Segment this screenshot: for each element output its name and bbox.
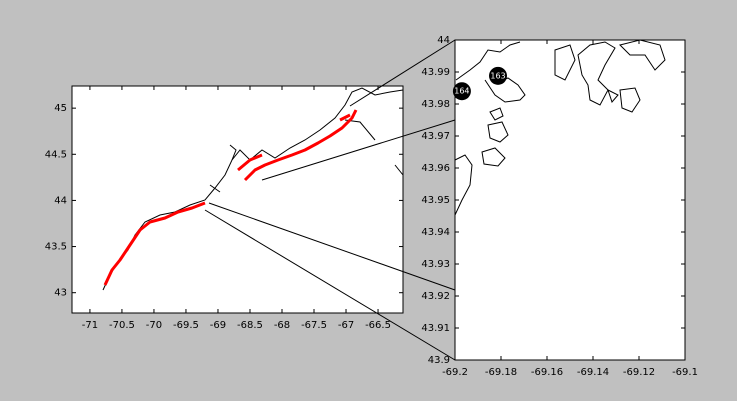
y-tick-label: 43.5 <box>45 242 67 253</box>
y-tick-label: 43.97 <box>421 131 450 142</box>
x-tick-label: -69.1 <box>672 367 698 378</box>
station-label: 163 <box>490 71 505 80</box>
y-tick-label: 45 <box>54 103 67 114</box>
x-tick-label: -69.14 <box>577 367 609 378</box>
y-tick-label: 43 <box>54 288 67 299</box>
x-tick-label: -69 <box>210 320 226 331</box>
x-tick-label: -67.5 <box>301 320 327 331</box>
coastline-right <box>454 39 666 216</box>
x-tick-label: -69.16 <box>531 367 563 378</box>
x-tick-label: -67 <box>338 320 354 331</box>
station-label: 164 <box>454 87 469 96</box>
y-tick-label: 43.93 <box>421 259 450 270</box>
y-tick-label: 43.98 <box>421 99 450 110</box>
x-tick-label: -68 <box>274 320 290 331</box>
y-tick-label: 43.9 <box>428 355 450 366</box>
y-tick-label: 44.5 <box>45 149 67 160</box>
y-tick-label: 43.99 <box>421 67 450 78</box>
y-tick-label: 43.96 <box>421 163 450 174</box>
x-tick-label: -70 <box>146 320 162 331</box>
x-tick-label: -66.5 <box>365 320 391 331</box>
x-tick-label: -68.5 <box>237 320 263 331</box>
x-tick-label: -69.18 <box>485 367 517 378</box>
x-tick-label: -69.2 <box>442 367 468 378</box>
x-tick-label: -71 <box>82 320 98 331</box>
axes-left <box>71 85 404 314</box>
y-tick-label: 44 <box>437 35 450 46</box>
x-tick-label: -69.12 <box>623 367 655 378</box>
y-tick-label: 43.92 <box>421 291 450 302</box>
zoom-connectors <box>204 39 456 361</box>
y-tick-label: 43.95 <box>421 195 450 206</box>
x-tick-label: -70.5 <box>109 320 135 331</box>
station-marker <box>489 66 508 85</box>
coastline-left <box>102 87 404 291</box>
y-tick-label: 43.94 <box>421 227 450 238</box>
y-tick-label: 44 <box>54 195 67 206</box>
x-tick-label: -69.5 <box>173 320 199 331</box>
station-marker <box>452 82 471 101</box>
y-tick-label: 43.91 <box>421 323 450 334</box>
axes-right <box>454 39 686 361</box>
